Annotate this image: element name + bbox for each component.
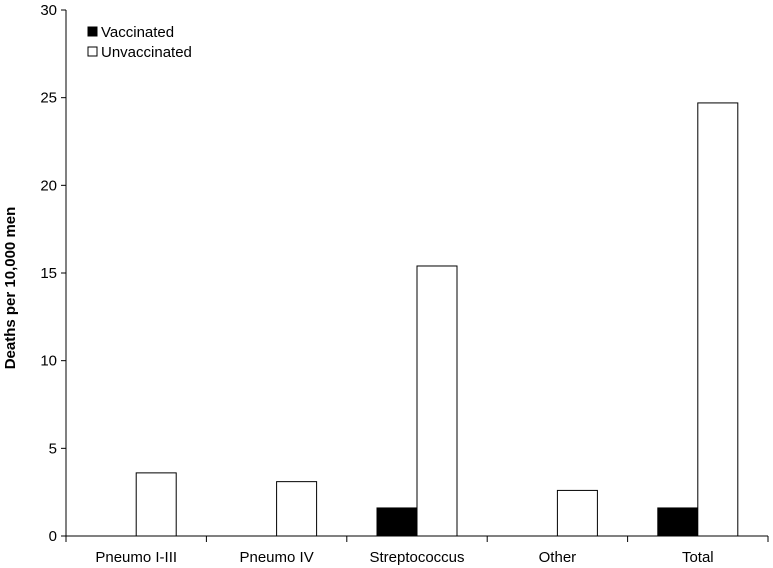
bars xyxy=(135,102,739,537)
x-tick-label: Pneumo IV xyxy=(239,549,313,566)
legend-label: Unvaccinated xyxy=(101,44,192,61)
legend: Vaccinated Unvaccinated xyxy=(87,24,192,61)
x-axis: Pneumo I-III Pneumo IV Streptococcus Other T… xyxy=(65,535,769,566)
y-tick-label: 15 xyxy=(40,265,57,282)
bar-unvaccinated-4 xyxy=(556,489,598,537)
y-axis-label: Deaths per 10,000 men xyxy=(2,207,19,370)
y-tick-label: 30 xyxy=(40,2,57,19)
x-tick-label: Streptococcus xyxy=(369,549,464,566)
legend-label: Vaccinated xyxy=(101,24,174,41)
y-tick-label: 5 xyxy=(49,440,57,457)
bar-vaccinated-3 xyxy=(376,507,418,537)
legend-swatch xyxy=(87,26,98,37)
bar-unvaccinated-3 xyxy=(416,265,458,537)
y-tick-label: 0 xyxy=(49,528,57,545)
bar-unvaccinated-1 xyxy=(135,472,177,537)
bar-unvaccinated-2 xyxy=(276,481,318,537)
y-tick-label: 10 xyxy=(40,353,57,370)
legend-swatch xyxy=(87,46,98,57)
bar-unvaccinated-5 xyxy=(697,102,739,537)
y-axis: 0 5 10 15 20 25 30 xyxy=(40,2,67,545)
x-tick-label: Total xyxy=(682,549,714,566)
y-tick-label: 20 xyxy=(40,177,57,194)
y-tick-label: 25 xyxy=(40,90,57,107)
x-tick-label: Pneumo I-III xyxy=(95,549,177,566)
bar-vaccinated-5 xyxy=(657,507,699,537)
x-tick-label: Other xyxy=(539,549,577,566)
